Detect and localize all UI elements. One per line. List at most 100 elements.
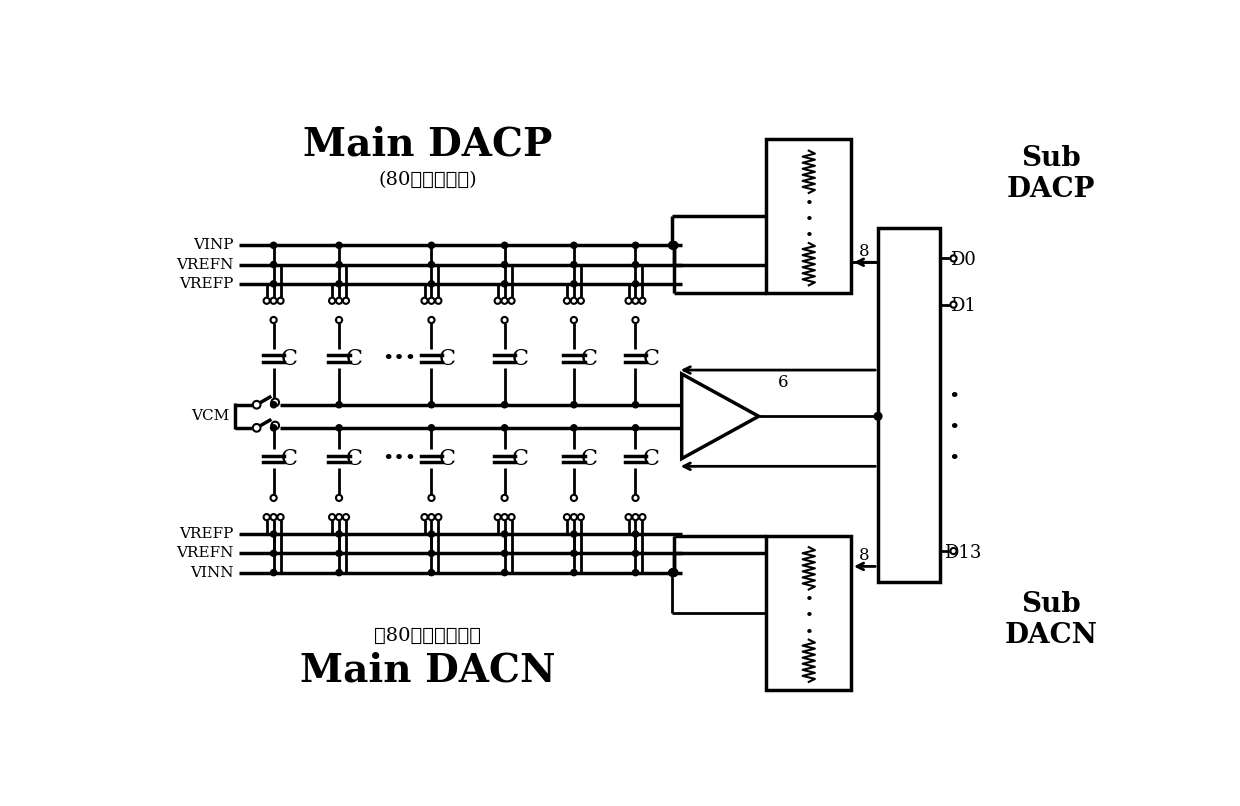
- Circle shape: [336, 495, 342, 501]
- Circle shape: [428, 495, 434, 501]
- Text: 8: 8: [859, 547, 869, 564]
- Circle shape: [670, 569, 678, 576]
- Circle shape: [625, 297, 631, 304]
- Circle shape: [501, 495, 507, 501]
- Circle shape: [253, 424, 260, 432]
- Circle shape: [632, 297, 639, 304]
- Circle shape: [570, 401, 577, 408]
- Text: 8: 8: [859, 243, 869, 260]
- Circle shape: [270, 550, 277, 556]
- Text: （80个单位电容）: （80个单位电容）: [374, 627, 481, 645]
- Circle shape: [632, 495, 639, 501]
- Text: Controller: Controller: [900, 345, 918, 457]
- Circle shape: [570, 531, 577, 537]
- Circle shape: [632, 280, 639, 287]
- Circle shape: [950, 548, 956, 554]
- Circle shape: [336, 261, 342, 268]
- Circle shape: [336, 401, 342, 408]
- Circle shape: [501, 550, 507, 556]
- Text: C: C: [439, 347, 455, 369]
- Circle shape: [278, 297, 284, 304]
- Circle shape: [570, 425, 577, 431]
- Text: Sub
DACN: Sub DACN: [1004, 592, 1097, 650]
- Text: •: •: [947, 388, 960, 406]
- Text: VREFP: VREFP: [180, 276, 233, 291]
- Circle shape: [508, 297, 515, 304]
- Circle shape: [570, 297, 577, 304]
- Circle shape: [570, 243, 577, 248]
- Circle shape: [640, 297, 646, 304]
- Circle shape: [272, 422, 279, 430]
- Circle shape: [336, 280, 342, 287]
- Circle shape: [874, 413, 882, 420]
- Circle shape: [428, 243, 434, 248]
- Polygon shape: [682, 374, 759, 459]
- Circle shape: [632, 261, 639, 268]
- Circle shape: [336, 570, 342, 575]
- Circle shape: [501, 570, 507, 575]
- Circle shape: [501, 243, 507, 248]
- Text: C: C: [580, 447, 598, 470]
- Bar: [766, 536, 851, 690]
- Circle shape: [336, 297, 342, 304]
- Text: (80个单位电容): (80个单位电容): [378, 171, 477, 189]
- Circle shape: [501, 297, 507, 304]
- Text: •••: •••: [382, 350, 417, 368]
- Circle shape: [501, 514, 507, 520]
- Circle shape: [632, 401, 639, 408]
- Text: Main DACP: Main DACP: [303, 126, 552, 164]
- Text: C: C: [642, 447, 660, 470]
- Circle shape: [428, 425, 434, 431]
- Circle shape: [570, 514, 577, 520]
- Circle shape: [253, 401, 260, 409]
- Circle shape: [668, 242, 676, 249]
- Circle shape: [570, 317, 577, 323]
- Circle shape: [428, 550, 434, 556]
- Circle shape: [570, 495, 577, 501]
- Text: C: C: [280, 447, 298, 470]
- Text: •
•
•: • • •: [805, 593, 813, 640]
- Text: VREFN: VREFN: [176, 258, 233, 272]
- Circle shape: [428, 570, 434, 575]
- Circle shape: [336, 317, 342, 323]
- Circle shape: [270, 317, 277, 323]
- Text: VCM: VCM: [191, 409, 229, 423]
- Text: •: •: [947, 450, 960, 467]
- Text: VREFN: VREFN: [176, 546, 233, 560]
- Circle shape: [428, 280, 434, 287]
- Circle shape: [632, 570, 639, 575]
- Circle shape: [501, 280, 507, 287]
- Circle shape: [270, 425, 277, 431]
- Text: 6: 6: [777, 374, 789, 391]
- Circle shape: [336, 243, 342, 248]
- Text: Main DACN: Main DACN: [300, 651, 556, 689]
- Circle shape: [270, 495, 277, 501]
- Circle shape: [501, 261, 507, 268]
- Circle shape: [564, 514, 570, 520]
- Circle shape: [270, 531, 277, 537]
- Text: Sub
DACP: Sub DACP: [1007, 144, 1096, 203]
- Circle shape: [570, 570, 577, 575]
- Circle shape: [270, 401, 277, 408]
- Text: C: C: [439, 447, 455, 470]
- Text: C: C: [346, 447, 363, 470]
- Circle shape: [270, 243, 277, 248]
- Circle shape: [422, 514, 428, 520]
- Circle shape: [329, 297, 335, 304]
- Circle shape: [578, 514, 584, 520]
- Text: VINP: VINP: [193, 239, 233, 252]
- Text: VREFP: VREFP: [180, 527, 233, 541]
- Text: −: −: [691, 424, 707, 442]
- Circle shape: [264, 297, 270, 304]
- Circle shape: [578, 297, 584, 304]
- Circle shape: [336, 514, 342, 520]
- Circle shape: [632, 531, 639, 537]
- Circle shape: [632, 425, 639, 431]
- Circle shape: [343, 514, 350, 520]
- Circle shape: [570, 550, 577, 556]
- Circle shape: [329, 514, 335, 520]
- Circle shape: [668, 569, 676, 576]
- Circle shape: [640, 514, 646, 520]
- Text: D0: D0: [950, 251, 976, 269]
- Circle shape: [508, 514, 515, 520]
